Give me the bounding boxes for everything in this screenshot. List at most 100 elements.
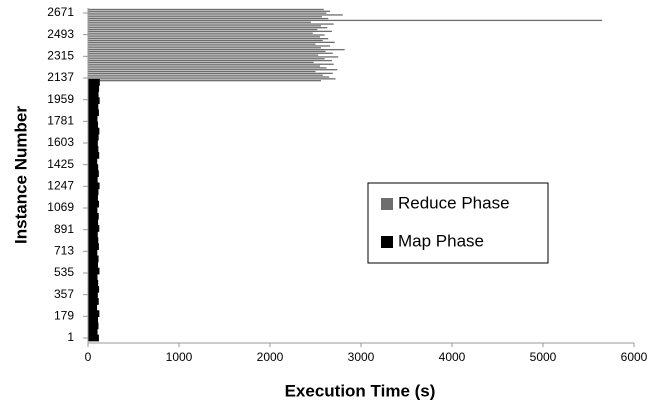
bar: [88, 164, 99, 171]
bar: [88, 316, 99, 324]
bar: [88, 28, 318, 31]
bar: [88, 54, 319, 56]
bar: [88, 328, 98, 336]
bar: [88, 322, 99, 330]
legend-swatch: [381, 236, 393, 248]
bar: [88, 27, 328, 29]
bar: [88, 16, 322, 18]
y-tick-label: 713: [54, 244, 74, 258]
y-tick-label: 1247: [47, 179, 74, 193]
bar: [88, 298, 99, 305]
bar: [88, 14, 343, 16]
bar: [88, 23, 334, 25]
bar: [88, 212, 99, 220]
bar: [88, 50, 326, 53]
bar: [88, 304, 98, 311]
bar: [88, 48, 345, 51]
bar: [88, 69, 338, 71]
bar: [88, 63, 334, 65]
legend-box: [367, 182, 549, 264]
x-tick-label: 6000: [621, 350, 648, 364]
bar: [88, 80, 321, 82]
bar: [88, 38, 329, 40]
bar: [88, 249, 98, 257]
bar: [88, 43, 316, 45]
bar: [88, 97, 100, 104]
bar: [88, 267, 100, 275]
y-tick-label: 2137: [47, 70, 74, 84]
bar: [88, 237, 99, 244]
bar: [88, 219, 99, 226]
bar: [88, 194, 98, 202]
bar: [88, 103, 99, 111]
bar: [88, 310, 100, 318]
y-tick-label: 2493: [47, 27, 74, 41]
bar: [88, 109, 99, 117]
y-tick-label: 1: [67, 330, 74, 344]
bar: [88, 45, 331, 47]
bar: [88, 19, 603, 22]
bar: [88, 145, 99, 153]
bar: [88, 127, 100, 135]
bar: [88, 8, 324, 11]
bar: [88, 67, 327, 69]
bar: [88, 292, 98, 299]
bar: [88, 273, 98, 281]
bar: [88, 25, 321, 27]
bar: [88, 17, 329, 20]
bar: [88, 152, 100, 159]
bar: [88, 39, 323, 42]
bar: [88, 30, 332, 33]
bar: [88, 139, 98, 147]
bar: [88, 176, 98, 184]
legend-swatch: [381, 198, 393, 210]
bar: [88, 115, 98, 123]
x-tick-label: 3000: [348, 350, 375, 364]
bar: [88, 133, 99, 141]
bar: [88, 121, 99, 129]
y-tick-label: 357: [54, 287, 74, 301]
bar: [88, 70, 316, 73]
bar: [88, 10, 331, 12]
bar: [88, 12, 327, 14]
bar: [88, 32, 313, 34]
x-axis-title: Execution Time (s): [285, 381, 436, 400]
bar: [88, 261, 99, 269]
legend-label: Reduce Phase: [398, 193, 510, 212]
y-tick-label: 2315: [47, 48, 74, 62]
x-tick-label: 4000: [439, 350, 466, 364]
bar: [88, 285, 100, 293]
y-tick-label: 1425: [47, 157, 74, 171]
bar: [88, 200, 100, 208]
y-tick-label: 891: [54, 222, 74, 236]
bar: [88, 65, 321, 67]
bar: [88, 188, 99, 196]
bar: [88, 52, 333, 54]
bar: [88, 76, 330, 78]
bar: [88, 61, 314, 64]
legend-label: Map Phase: [398, 231, 484, 250]
y-tick-label: 1781: [47, 114, 74, 128]
bar: [88, 36, 321, 38]
bar: [88, 158, 98, 165]
y-tick-label: 179: [54, 309, 74, 323]
bar: [88, 78, 336, 80]
bar: [88, 56, 339, 58]
bar: [88, 255, 99, 263]
bar: [88, 41, 335, 43]
y-tick-label: 535: [54, 265, 74, 279]
y-tick-label: 1069: [47, 200, 74, 214]
bar: [88, 279, 99, 287]
bar: [88, 47, 321, 49]
bar: [88, 206, 98, 214]
bar: [88, 91, 99, 98]
bar: [88, 243, 99, 251]
bar: [88, 21, 311, 23]
x-tick-label: 1000: [166, 350, 193, 364]
bar: [88, 58, 325, 60]
y-axis-title: Instance Number: [11, 106, 30, 244]
x-tick-label: 2000: [257, 350, 284, 364]
bar: [88, 72, 333, 75]
y-tick-label: 1959: [47, 92, 74, 106]
